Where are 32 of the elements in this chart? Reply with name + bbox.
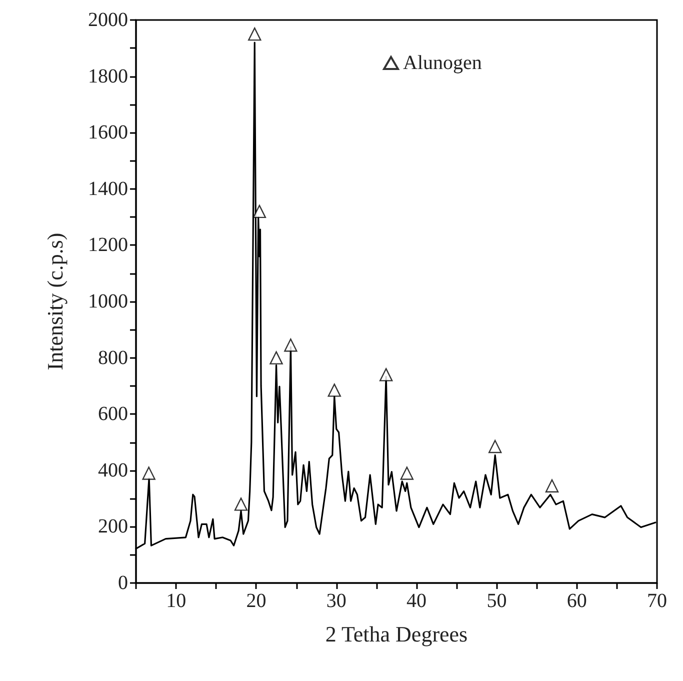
point [488,440,502,454]
x-axis-title: 2 Tetha Degrees [325,622,468,646]
point [328,384,341,397]
y-tick-label: 1200 [88,234,128,256]
point [248,27,262,41]
y-tick-label: 2000 [88,9,128,31]
x-tick-label: 50 [486,590,507,612]
x-tick-label: 30 [326,590,346,612]
x-tick-label: 40 [406,590,427,612]
point [270,351,283,364]
y-axis-title: Intensity (c.p.s) [42,232,68,370]
point [379,368,393,382]
y-tick-label: 1600 [88,122,128,144]
point [284,338,298,352]
legend-label: Alunogen [403,52,482,74]
y-tick-label: 800 [98,346,128,369]
x-tick-label: 10 [166,590,186,612]
point [252,204,266,218]
y-tick-label: 600 [98,403,128,426]
y-tick-label: 1800 [88,65,128,88]
point [400,466,414,480]
y-tick-label: 0 [118,572,128,594]
x-tick-label: 60 [566,590,587,612]
x-tick-label: 20 [246,590,266,612]
point [234,498,248,511]
x-tick-label: 70 [647,590,667,612]
y-tick-label: 200 [98,516,128,538]
y-tick-label: 1000 [88,290,128,312]
point [142,466,156,480]
point [545,479,559,492]
y-tick-label: 1400 [88,178,128,200]
y-tick-label: 400 [98,459,128,482]
